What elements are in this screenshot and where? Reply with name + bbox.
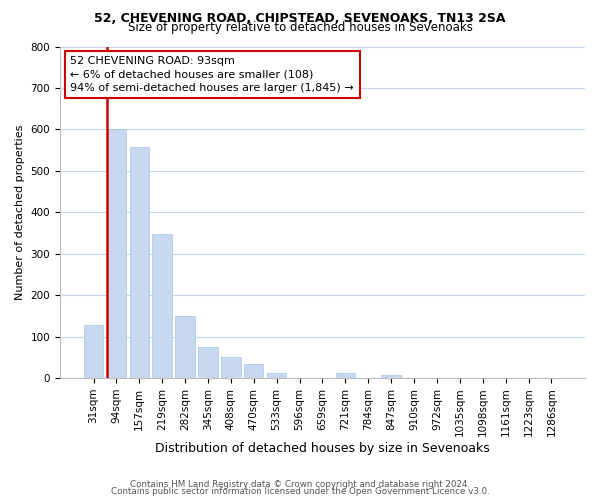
Bar <box>267 372 286 378</box>
Bar <box>152 234 172 378</box>
Bar <box>130 147 149 378</box>
X-axis label: Distribution of detached houses by size in Sevenoaks: Distribution of detached houses by size … <box>155 442 490 455</box>
Bar <box>382 375 401 378</box>
Bar <box>198 347 218 378</box>
Bar <box>335 372 355 378</box>
Text: Size of property relative to detached houses in Sevenoaks: Size of property relative to detached ho… <box>128 22 472 35</box>
Text: Contains HM Land Registry data © Crown copyright and database right 2024.: Contains HM Land Registry data © Crown c… <box>130 480 470 489</box>
Bar <box>244 364 263 378</box>
Bar <box>221 358 241 378</box>
Bar <box>175 316 195 378</box>
Y-axis label: Number of detached properties: Number of detached properties <box>15 124 25 300</box>
Bar <box>84 325 103 378</box>
Text: 52, CHEVENING ROAD, CHIPSTEAD, SEVENOAKS, TN13 2SA: 52, CHEVENING ROAD, CHIPSTEAD, SEVENOAKS… <box>94 12 506 24</box>
Text: Contains public sector information licensed under the Open Government Licence v3: Contains public sector information licen… <box>110 487 490 496</box>
Bar <box>107 130 126 378</box>
Text: 52 CHEVENING ROAD: 93sqm
← 6% of detached houses are smaller (108)
94% of semi-d: 52 CHEVENING ROAD: 93sqm ← 6% of detache… <box>70 56 354 93</box>
